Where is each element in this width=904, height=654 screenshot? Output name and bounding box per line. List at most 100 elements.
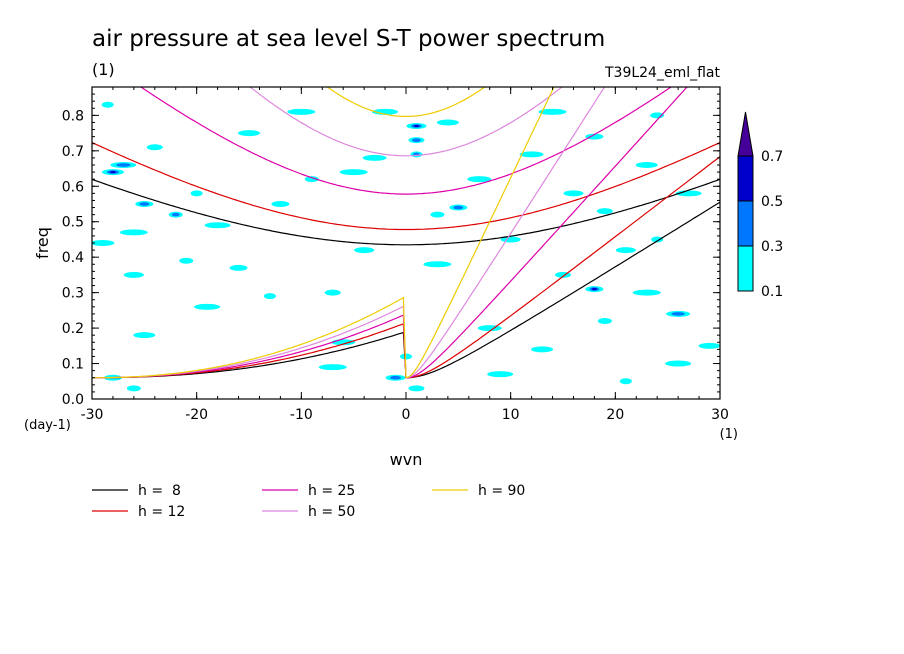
contour-blob <box>339 169 368 176</box>
contour-blob-mid <box>671 312 685 316</box>
contour-blob <box>619 378 632 385</box>
contour-blob <box>665 360 692 367</box>
y-tick-label: 0.5 <box>62 215 84 231</box>
y-tick-label: 0.6 <box>62 179 84 195</box>
contour-blob <box>531 346 554 353</box>
contour-blob <box>372 108 399 115</box>
contour-blob <box>477 325 502 332</box>
colorbar-label: 0.3 <box>761 239 783 255</box>
contour-blob <box>146 144 163 151</box>
legend: h = 8 h = 12 h = 25 h = 50 h = 90 <box>92 483 525 520</box>
contour-blob-high <box>591 288 597 291</box>
ig-curve <box>139 87 673 195</box>
contour-blob <box>635 162 658 168</box>
legend-label: h = 50 <box>308 504 355 520</box>
colorbar-label: 0.5 <box>761 194 783 210</box>
x-tick-label: -10 <box>290 407 313 423</box>
y-tick-label: 0.4 <box>62 250 84 266</box>
contour-blob <box>408 385 425 392</box>
chart-subtitle-right: T39L24_eml_flat <box>604 65 721 81</box>
contour-blob <box>194 303 221 310</box>
axis-ticks: -30 -20 -10 0 10 20 30 0.0 0.1 0.2 0.3 0.4 0.5 0.6 0.7… <box>62 87 729 423</box>
contour-blob-mid <box>171 212 180 217</box>
ig-curve <box>92 178 720 246</box>
contour-blob-high <box>413 124 420 128</box>
contour-blob <box>487 371 514 378</box>
kelvin-curve <box>92 87 555 379</box>
x-axis-label: wvn <box>390 450 423 469</box>
contour-blob <box>126 385 141 392</box>
contour-blob-mid <box>116 163 131 167</box>
contour-blob <box>651 236 664 243</box>
contour-blob <box>92 240 115 246</box>
contour-blob <box>263 293 276 300</box>
contour-blob <box>423 261 452 268</box>
contour-blob <box>615 247 636 254</box>
contour-blob <box>324 289 341 296</box>
y-tick-label: 0.3 <box>62 286 84 302</box>
y-tick-label: 0.8 <box>62 108 84 124</box>
x-tick-label: -30 <box>81 407 104 423</box>
contour-blob <box>563 190 584 197</box>
contour-blob <box>467 176 492 183</box>
colorbar-segment <box>737 200 754 247</box>
y-tick-label: 0.7 <box>62 144 84 160</box>
contour-blob <box>400 353 412 360</box>
ig-curve <box>92 141 720 231</box>
contour-blob <box>519 151 544 158</box>
contour-blob <box>229 264 248 271</box>
contour-blob <box>133 332 156 339</box>
colorbar-arrow <box>737 111 754 157</box>
y-tick-label: 0.2 <box>62 321 84 337</box>
contour-blob-mid <box>412 138 421 142</box>
ig-curve <box>326 87 486 117</box>
x-tick-label: 10 <box>502 407 520 423</box>
contour-blob <box>271 201 290 207</box>
colorbar-segment <box>737 245 754 292</box>
legend-label: h = 90 <box>478 483 525 499</box>
contour-blob <box>101 101 114 108</box>
contour-blob <box>538 108 567 115</box>
colorbar-segment <box>737 155 754 202</box>
contour-blob <box>430 211 445 218</box>
contour-blob <box>190 190 203 197</box>
x-tick-label: 20 <box>606 407 624 423</box>
x-unit-label: (1) <box>720 427 738 442</box>
contour-blob-mid <box>453 205 464 210</box>
colorbar: 0.1 0.3 0.5 0.7 <box>737 111 783 300</box>
chart-title: air pressure at sea level S-T power spec… <box>92 26 605 52</box>
y-unit-label: (day-1) <box>24 418 71 433</box>
contour-blob <box>238 130 260 137</box>
contour-blob <box>318 364 347 371</box>
x-tick-label: -20 <box>185 407 208 423</box>
contour-blob <box>698 342 720 349</box>
y-axis-label: freq <box>33 227 52 259</box>
contour-blob <box>362 154 387 161</box>
contour-blob <box>436 119 459 126</box>
kelvin-curve <box>92 87 606 379</box>
chart-subtitle-left: (1) <box>92 60 115 79</box>
contour-blob <box>354 247 375 254</box>
contour-blob <box>123 271 144 278</box>
x-tick-label: 0 <box>402 407 411 423</box>
contour-blob <box>304 176 319 183</box>
legend-label: h = 25 <box>308 483 355 499</box>
y-tick-label: 0.1 <box>62 357 84 373</box>
y-tick-label: 0.0 <box>62 392 84 408</box>
plot-frame <box>91 86 721 400</box>
contour-blob-mid <box>139 202 150 206</box>
contour-blob <box>596 208 613 215</box>
legend-label: h = 12 <box>138 504 185 520</box>
colorbar-label: 0.7 <box>761 149 783 165</box>
colorbar-label: 0.1 <box>761 284 783 300</box>
contour-blobs <box>92 101 720 392</box>
ig-curve <box>249 87 563 157</box>
contour-blob <box>287 108 316 115</box>
contour-blob <box>204 222 231 229</box>
contour-blob-high <box>109 171 117 174</box>
kelvin-curve <box>92 156 720 379</box>
legend-label: h = 8 <box>138 483 181 499</box>
x-tick-label: 30 <box>711 407 729 423</box>
contour-blob <box>585 133 604 140</box>
